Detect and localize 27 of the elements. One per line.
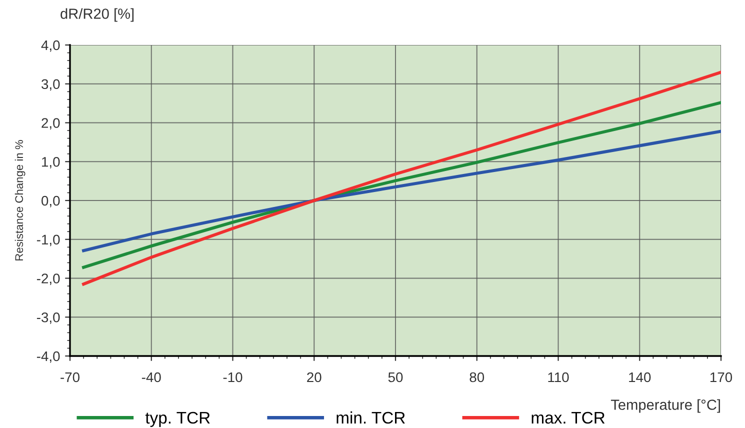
y-tick-label: 2,0	[42, 118, 60, 130]
y-tick-label: 4,0	[41, 40, 60, 52]
x-tick-label: -10	[223, 372, 242, 382]
y-tick-label: 3,0	[42, 79, 60, 91]
x-tick-label: 50	[388, 372, 403, 382]
chart-title: dR/R20 [%]	[60, 8, 134, 22]
y-tick-label: -2,0	[36, 274, 60, 286]
x-tick-label: -70	[60, 372, 80, 382]
y-axis-title: Resistance Change in %	[14, 140, 26, 260]
x-tick-label: 110	[548, 372, 569, 382]
y-tick-label: -3,0	[36, 312, 60, 324]
x-tick-label: 80	[470, 372, 484, 382]
line-series	[82, 70, 721, 286]
x-tick-label: 140	[629, 372, 651, 382]
y-tick-label: 0,0	[42, 196, 60, 208]
line-series	[82, 101, 721, 269]
x-tick-label: 170	[710, 372, 732, 382]
x-tick-label: 20	[307, 372, 322, 382]
x-axis-title: Temperature [°C]	[610, 399, 720, 413]
x-tick-label: -40	[142, 372, 161, 382]
legend-label: min. TCR	[336, 411, 405, 424]
legend-label: typ. TCR	[145, 412, 210, 427]
y-tick-label: -1,0	[36, 234, 60, 246]
y-tick-label: -4,0	[36, 351, 60, 363]
legend-label: max. TCR	[532, 412, 605, 424]
y-tick-label: 1,0	[42, 156, 60, 168]
line-series	[82, 130, 721, 252]
